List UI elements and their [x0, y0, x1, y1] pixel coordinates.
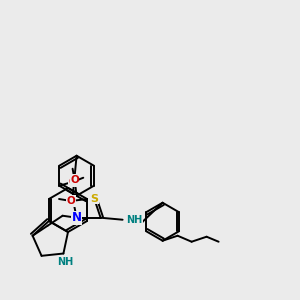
- Text: O: O: [67, 196, 75, 206]
- Text: O: O: [69, 177, 78, 187]
- Text: N: N: [72, 211, 82, 224]
- Text: NH: NH: [127, 215, 143, 225]
- Text: O: O: [70, 175, 79, 185]
- Text: S: S: [91, 194, 99, 204]
- Text: NH: NH: [57, 256, 74, 266]
